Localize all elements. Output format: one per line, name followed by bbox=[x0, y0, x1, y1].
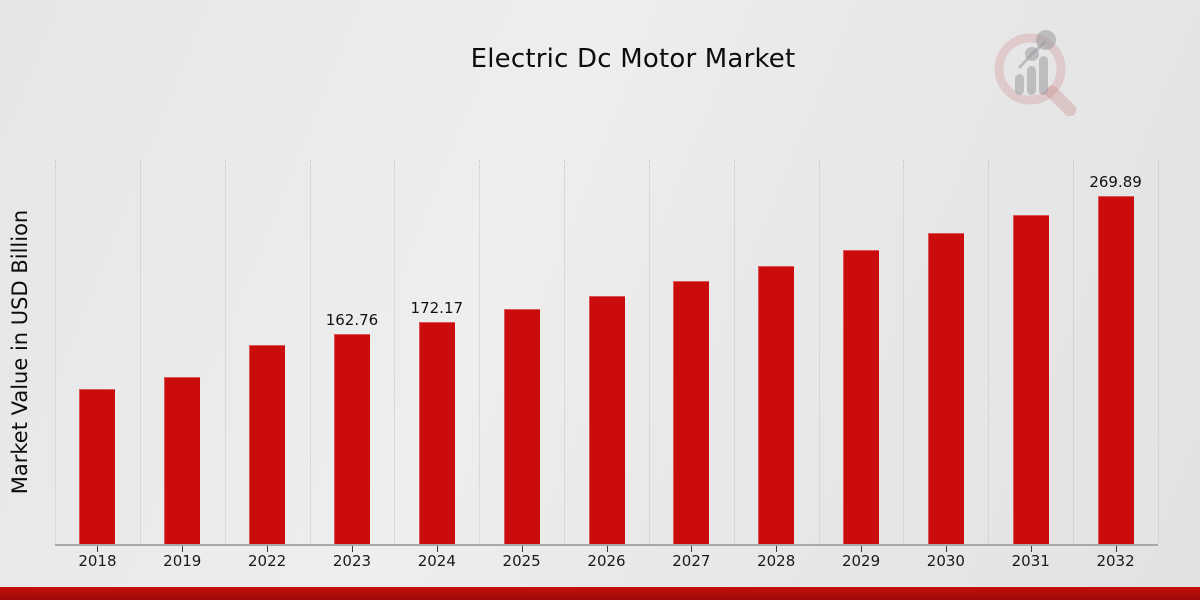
x-axis-tick bbox=[606, 546, 608, 552]
gridline bbox=[224, 160, 226, 544]
x-axis-tick bbox=[351, 546, 353, 552]
x-axis-tick bbox=[182, 546, 184, 552]
gridline bbox=[139, 160, 141, 544]
x-axis-label-2025: 2025 bbox=[502, 552, 541, 570]
gridline bbox=[55, 160, 56, 544]
x-axis-label-2018: 2018 bbox=[78, 552, 117, 570]
bar-2029 bbox=[843, 250, 880, 544]
bar-value-label-2023: 162.76 bbox=[325, 311, 379, 330]
y-axis-label: Market Value in USD Billion bbox=[8, 209, 32, 495]
bar-value-label-2032: 269.89 bbox=[1089, 173, 1142, 192]
bar-2024 bbox=[418, 322, 455, 544]
bar-2026 bbox=[588, 295, 625, 544]
gridline bbox=[1073, 160, 1075, 544]
x-axis-label-2027: 2027 bbox=[672, 552, 711, 570]
gridline bbox=[648, 160, 650, 544]
x-axis-label-2030: 2030 bbox=[926, 552, 965, 570]
chart-title: Electric Dc Motor Market bbox=[470, 44, 796, 74]
gridline bbox=[1158, 160, 1159, 544]
x-axis-tick bbox=[861, 546, 863, 552]
x-axis-label-2019: 2019 bbox=[163, 552, 202, 570]
bar-2019 bbox=[164, 376, 201, 544]
gridline bbox=[988, 160, 990, 544]
brand-watermark-logo bbox=[994, 30, 1077, 116]
x-axis-label-2028: 2028 bbox=[757, 552, 796, 570]
x-axis-tick bbox=[1115, 546, 1117, 552]
gridline bbox=[818, 160, 820, 544]
bar-2023 bbox=[333, 334, 370, 544]
x-axis-tick bbox=[945, 546, 947, 552]
gridline bbox=[903, 160, 905, 544]
x-axis-label-2022: 2022 bbox=[248, 552, 287, 570]
x-axis-label-2032: 2032 bbox=[1096, 552, 1135, 570]
bar-2032 bbox=[1097, 196, 1134, 544]
gridline bbox=[564, 160, 566, 544]
x-axis-label-2029: 2029 bbox=[841, 552, 881, 570]
gridline bbox=[394, 160, 396, 544]
footer-red-band bbox=[0, 587, 1200, 600]
x-axis-tick bbox=[436, 546, 438, 552]
x-axis-label-2026: 2026 bbox=[587, 552, 626, 570]
bar-2028 bbox=[758, 266, 795, 544]
gridline bbox=[479, 160, 481, 544]
x-axis-tick bbox=[97, 546, 99, 552]
x-axis-tick bbox=[1030, 546, 1032, 552]
magnifier-icon bbox=[994, 33, 1077, 116]
bar-chart-glyph bbox=[1015, 30, 1056, 95]
bar-2027 bbox=[673, 281, 710, 544]
x-axis-tick bbox=[521, 546, 523, 552]
bar-2025 bbox=[503, 309, 540, 544]
gridline bbox=[309, 160, 311, 544]
x-axis-tick bbox=[776, 546, 778, 552]
gridline bbox=[733, 160, 735, 544]
bar-2030 bbox=[927, 233, 964, 544]
plot-area: 2018 2019 2022 162.76 2023 172.17 2024 2025 2026… bbox=[55, 160, 1159, 570]
bar-value-label-2024: 172.17 bbox=[410, 299, 464, 318]
x-axis-tick bbox=[691, 546, 693, 552]
x-axis-tick bbox=[267, 546, 269, 552]
x-axis-label-2024: 2024 bbox=[417, 552, 456, 570]
bar-2022 bbox=[249, 344, 286, 544]
bar-2018 bbox=[79, 389, 116, 544]
x-axis-label-2031: 2031 bbox=[1011, 552, 1050, 570]
x-axis-label-2023: 2023 bbox=[332, 552, 372, 570]
bar-2031 bbox=[1012, 215, 1049, 544]
